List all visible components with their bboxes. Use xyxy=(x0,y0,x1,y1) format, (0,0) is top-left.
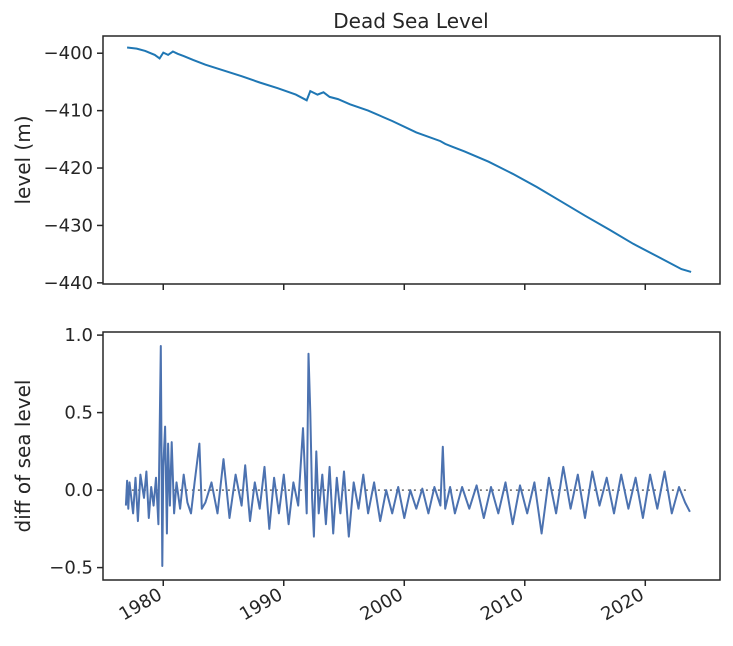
diff-chart-panel: −0.5 0.0 0.5 1.0 1980 1990 2000 2010 2020 diff … xyxy=(11,325,721,625)
diff-plot-frame xyxy=(102,331,721,581)
level-x-ticks xyxy=(162,284,647,290)
diff-y-tick-label: 0.0 xyxy=(64,480,93,501)
level-y-tick-label: −400 xyxy=(44,43,93,64)
diff-y-tick-label: 0.5 xyxy=(64,403,93,424)
diff-y-tick-label: 1.0 xyxy=(64,325,93,346)
level-y-tick-label: −410 xyxy=(44,101,93,122)
level-series-line xyxy=(126,46,692,273)
diff-x-tick-label: 2000 xyxy=(357,584,407,625)
level-plot-frame xyxy=(102,35,721,285)
level-y-ticks: −440 −430 −420 −410 −400 xyxy=(44,43,103,294)
level-y-tick-label: −420 xyxy=(44,158,93,179)
diff-x-tick-label: 1980 xyxy=(116,584,166,625)
diff-series-line xyxy=(124,345,691,567)
diff-x-tick-label: 2010 xyxy=(477,584,527,625)
diff-x-tick-label: 2020 xyxy=(598,584,648,625)
diff-x-ticks: 1980 1990 2000 2010 2020 xyxy=(116,580,648,625)
diff-y-axis-label: diff of sea level xyxy=(11,380,35,533)
diff-x-tick-label: 1990 xyxy=(236,584,286,625)
level-y-tick-label: −430 xyxy=(44,215,93,236)
level-y-tick-label: −440 xyxy=(44,273,93,294)
diff-y-tick-label: −0.5 xyxy=(49,558,93,579)
chart-title: Dead Sea Level xyxy=(333,9,488,33)
diff-y-ticks: −0.5 0.0 0.5 1.0 xyxy=(49,325,103,579)
level-chart-panel: Dead Sea Level −440 −430 −420 −410 −400 leve… xyxy=(11,9,721,294)
level-y-axis-label: level (m) xyxy=(11,115,35,204)
